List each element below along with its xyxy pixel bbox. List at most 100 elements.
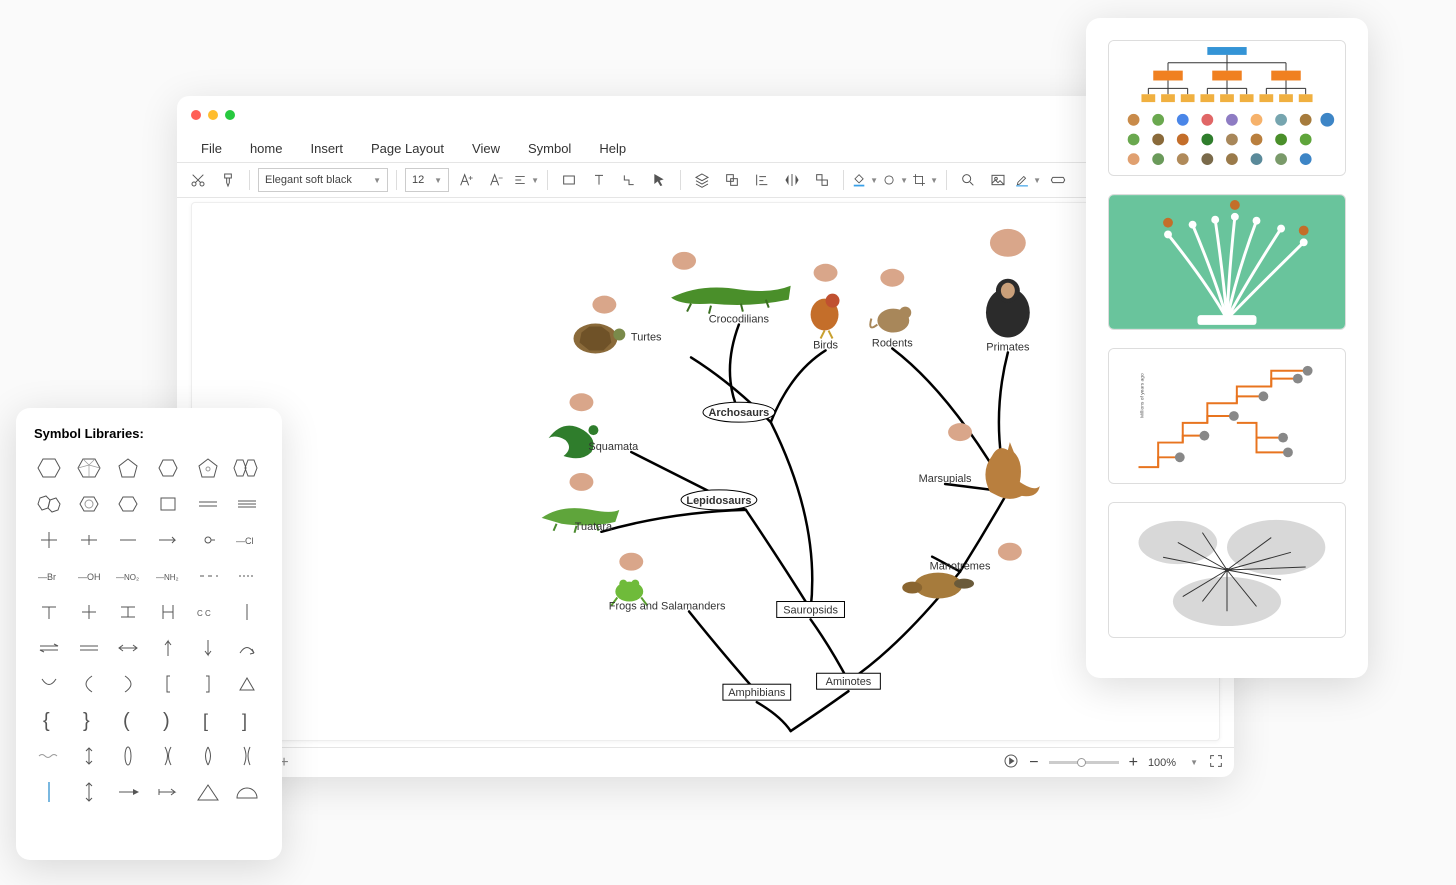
symbol-eq[interactable] <box>74 635 104 661</box>
symbol-circle-sm[interactable] <box>193 527 223 553</box>
template-thumb-4[interactable] <box>1108 502 1346 638</box>
symbol-t2[interactable] <box>74 599 104 625</box>
symbol-arrow-tail[interactable] <box>153 779 183 805</box>
symbol-rbrace[interactable]: } <box>74 707 104 733</box>
leaf-turtes[interactable]: Turtes <box>573 296 662 354</box>
symbol-br[interactable]: —Br <box>34 563 64 589</box>
rectangle-tool[interactable] <box>556 167 582 193</box>
symbol-tbond[interactable] <box>74 527 104 553</box>
font-family-select[interactable]: Elegant soft black▼ <box>258 168 388 192</box>
zoom-in-button[interactable]: + <box>1129 754 1138 772</box>
symbol-naphthalene[interactable] <box>34 491 64 517</box>
symbol-vline[interactable] <box>232 599 262 625</box>
fullscreen-button[interactable] <box>1208 753 1224 772</box>
symbol-cl[interactable]: —Cl <box>232 527 262 553</box>
play-icon[interactable] <box>1003 753 1019 772</box>
symbol-hexagon-3d[interactable] <box>74 455 104 481</box>
symbol-semicircle[interactable] <box>232 779 262 805</box>
layers-button[interactable] <box>689 167 715 193</box>
menu-help[interactable]: Help <box>585 137 640 160</box>
search-button[interactable] <box>955 167 981 193</box>
leaf-tuatara[interactable]: Tuatara <box>542 473 620 533</box>
line-color-button[interactable]: ▼ <box>882 167 908 193</box>
text-tool[interactable] <box>586 167 612 193</box>
menu-insert[interactable]: Insert <box>296 137 357 160</box>
node-lepidosaurs[interactable]: Lepidosaurs <box>681 490 757 510</box>
zoom-value[interactable]: 100% <box>1148 757 1176 769</box>
window-maximize[interactable] <box>225 110 235 120</box>
canvas[interactable]: Amphibians Aminotes Sauropsids Lepidosau… <box>191 202 1220 741</box>
leaf-crocodilians[interactable]: Crocodilians <box>671 252 791 326</box>
window-close[interactable] <box>191 110 201 120</box>
symbol-vline-blue[interactable] <box>34 779 64 805</box>
cut-button[interactable] <box>185 167 211 193</box>
symbol-ring3[interactable] <box>153 491 183 517</box>
symbol-rsquare[interactable]: ] <box>232 707 262 733</box>
symbol-cross[interactable] <box>34 527 64 553</box>
symbol-concave[interactable] <box>232 743 262 769</box>
symbol-lens3[interactable] <box>193 743 223 769</box>
align-objects-button[interactable] <box>749 167 775 193</box>
symbol-pentagon2[interactable] <box>193 455 223 481</box>
leaf-primates[interactable]: Primates <box>986 229 1030 354</box>
symbol-rbracket-curve[interactable] <box>113 671 143 697</box>
more-button[interactable] <box>1045 167 1071 193</box>
symbol-nh2[interactable]: —NH₂ <box>153 563 183 589</box>
decrease-font-button[interactable] <box>483 167 509 193</box>
menu-view[interactable]: View <box>458 137 514 160</box>
symbol-line[interactable] <box>113 527 143 553</box>
pen-button[interactable]: ▼ <box>1015 167 1041 193</box>
image-button[interactable] <box>985 167 1011 193</box>
symbol-hexagon2[interactable] <box>153 455 183 481</box>
pointer-tool[interactable] <box>646 167 672 193</box>
leaf-birds[interactable]: Birds <box>811 264 840 352</box>
symbol-triple-bond[interactable] <box>232 491 262 517</box>
template-thumb-3[interactable]: Millions of years ago <box>1108 348 1346 484</box>
symbol-lbrace[interactable]: { <box>34 707 64 733</box>
leaf-squamata[interactable]: Squamata <box>549 393 640 458</box>
symbol-triangle[interactable] <box>193 779 223 805</box>
symbol-cc[interactable]: C C <box>193 599 223 625</box>
flip-button[interactable] <box>779 167 805 193</box>
symbol-oh[interactable]: —OH <box>74 563 104 589</box>
symbol-ring1[interactable] <box>74 491 104 517</box>
symbol-dash[interactable] <box>193 563 223 589</box>
template-thumb-1[interactable] <box>1108 40 1346 176</box>
symbol-curve-arrow2[interactable] <box>34 671 64 697</box>
symbol-dash2[interactable] <box>232 563 262 589</box>
symbol-no2[interactable]: —NO₂ <box>113 563 143 589</box>
symbol-arrow-solid[interactable] <box>113 779 143 805</box>
increase-font-button[interactable] <box>453 167 479 193</box>
format-painter-button[interactable] <box>215 167 241 193</box>
symbol-triangle-sm[interactable] <box>232 671 262 697</box>
connector-tool[interactable] <box>616 167 642 193</box>
fill-color-button[interactable]: ▼ <box>852 167 878 193</box>
symbol-hexagon[interactable] <box>34 455 64 481</box>
symbol-updown[interactable] <box>74 743 104 769</box>
align-button[interactable]: ▼ <box>513 167 539 193</box>
symbol-pentagon[interactable] <box>113 455 143 481</box>
font-size-select[interactable]: 12▼ <box>405 168 449 192</box>
node-amphibians[interactable]: Amphibians <box>723 684 791 700</box>
node-archosaurs[interactable]: Archosaurs <box>703 402 775 422</box>
same-size-button[interactable] <box>809 167 835 193</box>
leaf-frogs[interactable]: Frogs and Salamanders <box>609 553 726 613</box>
symbol-lbracket-curve[interactable] <box>74 671 104 697</box>
symbol-double-hex[interactable] <box>232 455 262 481</box>
symbol-harpoon[interactable] <box>34 635 64 661</box>
symbol-lens2[interactable] <box>153 743 183 769</box>
window-minimize[interactable] <box>208 110 218 120</box>
symbol-t4[interactable] <box>153 599 183 625</box>
menu-home[interactable]: home <box>236 137 297 160</box>
symbol-vboth-arrow[interactable] <box>74 779 104 805</box>
leaf-rodents[interactable]: Rodents <box>870 269 913 350</box>
menu-file[interactable]: File <box>187 137 236 160</box>
symbol-wavy[interactable] <box>34 743 64 769</box>
symbol-t3[interactable] <box>113 599 143 625</box>
symbol-up-arrow[interactable] <box>153 635 183 661</box>
template-thumb-2[interactable] <box>1108 194 1346 330</box>
menu-layout[interactable]: Page Layout <box>357 137 458 160</box>
crop-button[interactable]: ▼ <box>912 167 938 193</box>
symbol-lens[interactable] <box>113 743 143 769</box>
symbol-double-arrow[interactable] <box>113 635 143 661</box>
